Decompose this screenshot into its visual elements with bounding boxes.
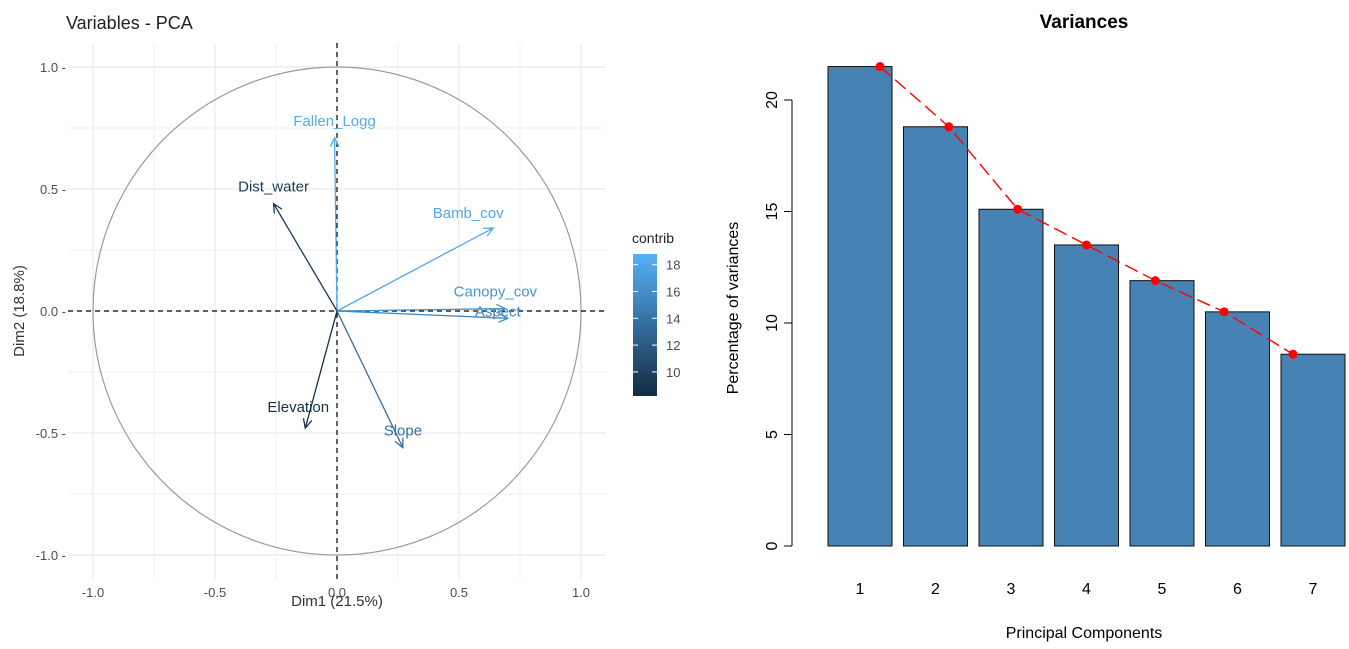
bar-pc-1 (827, 66, 893, 547)
bar-pc-7 (1280, 353, 1346, 547)
pca-x-tick-label: 0.5 (450, 585, 468, 600)
pca-x-tick-label: 0.0 (328, 585, 346, 600)
pca-x-axis-label: Dim1 (21.5%) (291, 593, 383, 610)
variances-x-tick-labels: 1 2 3 4 5 6 7 (856, 581, 1318, 598)
variance-point (875, 62, 885, 72)
variances-x-tick-label: 4 (1082, 581, 1091, 598)
bar-pc-2 (903, 126, 968, 547)
variance-bars (827, 66, 1346, 547)
variances-y-tick-label: 20 (764, 91, 781, 109)
arrow-canopy_cov (336, 307, 506, 312)
variable-label: Elevation (267, 399, 329, 416)
variances-x-tick-label: 5 (1158, 581, 1167, 598)
legend-tick-label: 10 (666, 365, 680, 380)
variances-title: Variances (1040, 12, 1129, 33)
arrow-slope (336, 310, 404, 448)
variances-x-tick-label: 1 (856, 581, 865, 598)
variances-y-tick-label: 15 (764, 203, 781, 221)
variances-x-tick-label: 6 (1233, 581, 1242, 598)
variable-label: Bamb_cov (433, 205, 504, 222)
pca-y-tick-label: -0.5 - (36, 426, 66, 441)
variances-y-tick-label: 5 (764, 430, 781, 439)
pca-y-tick-label: -1.0 - (36, 548, 66, 563)
arrowhead-bamb_cov (483, 227, 495, 237)
legend-colorbar (633, 254, 657, 396)
arrow-elevation (304, 310, 338, 429)
variance-point (944, 122, 954, 132)
legend-tick-label: 18 (666, 258, 680, 273)
bar-pc-4 (1054, 244, 1119, 547)
variable-label: Canopy_cov (454, 284, 538, 301)
variance-point (1288, 349, 1298, 359)
pca-y-tick-labels: 1.0 - 0.5 - 0.0 - -0.5 - -1.0 - (36, 60, 66, 563)
arrowhead-dist_water (272, 202, 283, 214)
pca-y-tick-label: 1.0 - (40, 60, 66, 75)
contrib-legend: contrib 18 16 14 12 10 (632, 230, 680, 396)
pca-title: Variables - PCA (66, 13, 193, 33)
variances-y-tick-label: 0 (764, 541, 781, 550)
variances-x-tick-label: 2 (931, 581, 940, 598)
pca-x-tick-labels: -1.0 -0.5 0.0 0.5 1.0 (82, 585, 590, 600)
arrow-bamb_cov (336, 227, 494, 312)
pca-variables-plot: Variables - PCA Fallen_Logg Dist_water Bam… (11, 13, 680, 610)
arrowhead-slope (394, 437, 404, 449)
variable-label: Fallen_Logg (293, 113, 376, 130)
variances-x-axis-label: Principal Components (1006, 625, 1163, 642)
pca-y-axis-label: Dim2 (18.8%) (11, 265, 28, 357)
pca-x-tick-label: -0.5 (204, 585, 226, 600)
variance-point (1150, 276, 1160, 286)
variances-plot: Variances 0 5 10 15 20 1 2 3 4 5 6 7 Principal Com… (725, 12, 1346, 642)
pca-y-tick-label: 0.5 - (40, 182, 66, 197)
variance-line (875, 62, 1298, 359)
arrow-fallen_logg (333, 137, 338, 312)
arrowhead-fallen_logg (329, 136, 340, 148)
variable-arrows: Fallen_Logg Dist_water Bamb_cov Canopy_cov A… (238, 113, 538, 449)
variances-y-axis-label: Percentage of variances (725, 222, 742, 395)
variance-point (1013, 204, 1023, 214)
arrowhead-elevation (302, 418, 313, 430)
variance-point (1219, 307, 1229, 317)
pca-x-tick-label: 1.0 (572, 585, 590, 600)
legend-title: contrib (632, 230, 674, 246)
arrow-dist_water (273, 203, 338, 312)
legend-tick-label: 12 (666, 338, 680, 353)
bar-pc-3 (978, 208, 1044, 547)
variable-label: Aspect (475, 303, 522, 320)
bar-pc-6 (1205, 311, 1270, 547)
variances-x-tick-label: 3 (1007, 581, 1016, 598)
variances-y-tick-label: 10 (764, 314, 781, 332)
arrowhead-canopy_cov (496, 303, 507, 314)
variance-point (1082, 240, 1091, 250)
arrowhead-aspect (498, 313, 510, 323)
variable-label: Slope (384, 423, 422, 440)
variable-label: Dist_water (238, 179, 309, 196)
legend-tick-label: 16 (666, 285, 680, 300)
arrow-aspect (336, 310, 508, 319)
legend-tick-label: 14 (666, 311, 680, 326)
variances-x-tick-label: 7 (1309, 581, 1318, 598)
bar-pc-5 (1129, 280, 1195, 547)
variances-y-axis: 0 5 10 15 20 (764, 91, 793, 550)
pca-y-tick-label: 0.0 - (40, 304, 66, 319)
legend-ticks: 18 16 14 12 10 (633, 258, 680, 380)
pca-x-tick-label: -1.0 (82, 585, 104, 600)
